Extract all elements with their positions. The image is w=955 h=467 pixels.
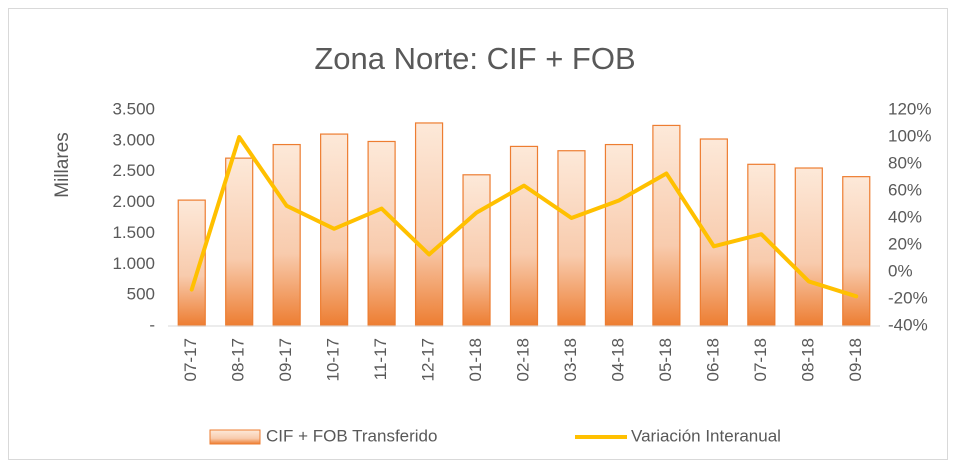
y2-tick-label: -40% [888,315,928,334]
y2-tick-label: 0% [888,261,913,280]
x-tick-label: 08-17 [229,338,248,381]
chart-title: Zona Norte: CIF + FOB [314,41,635,76]
bar [272,143,301,327]
y-tick-label: 1.000 [112,254,155,273]
bar [367,140,396,327]
y-tick-label: 2.500 [112,161,155,180]
bar [225,157,254,327]
y-tick-label: - [149,315,155,334]
x-tick-label: 10-17 [324,338,343,381]
bar [652,124,681,327]
x-tick-label: 08-18 [798,338,817,381]
bar [509,145,539,327]
y-axis-label: Millares [52,132,73,197]
legend-label: Variación Interanual [631,426,781,445]
x-tick-label: 06-18 [703,338,722,381]
x-tick-label: 11-17 [371,338,390,380]
x-tick-label: 03-18 [561,338,580,381]
y2-tick-label: 80% [888,153,922,172]
bar [462,174,491,327]
legend-label: CIF + FOB Transferido [266,426,437,445]
y-tick-label: 500 [127,285,155,304]
x-tick-label: 07-18 [751,338,770,381]
x-tick-label: 01-18 [466,338,485,381]
y2-tick-label: 40% [888,207,922,226]
x-tick-label: 07-17 [181,338,200,381]
bar [842,176,871,327]
x-tick-label: 05-18 [656,338,675,381]
y2-tick-label: 100% [888,126,931,145]
y2-tick-label: 60% [888,180,922,199]
bar [604,143,634,327]
y-tick-label: 2.000 [112,192,155,211]
legend-swatch [209,429,261,445]
line [189,135,859,299]
x-tick-label: 09-17 [276,338,295,381]
bar [557,150,586,327]
y-tick-label: 3.500 [112,99,155,118]
y-tick-label: 1.500 [112,223,155,242]
x-tick-label: 02-18 [513,338,532,381]
bar [414,122,444,327]
x-tick-label: 09-18 [846,338,865,381]
y2-tick-label: -20% [888,288,928,307]
bar [794,167,823,327]
x-tick-label: 04-18 [608,338,627,381]
x-tick-label: 12-17 [419,338,438,381]
y2-tick-label: 120% [888,99,931,118]
y2-tick-label: 20% [888,234,922,253]
y-tick-label: 3.000 [112,130,155,149]
